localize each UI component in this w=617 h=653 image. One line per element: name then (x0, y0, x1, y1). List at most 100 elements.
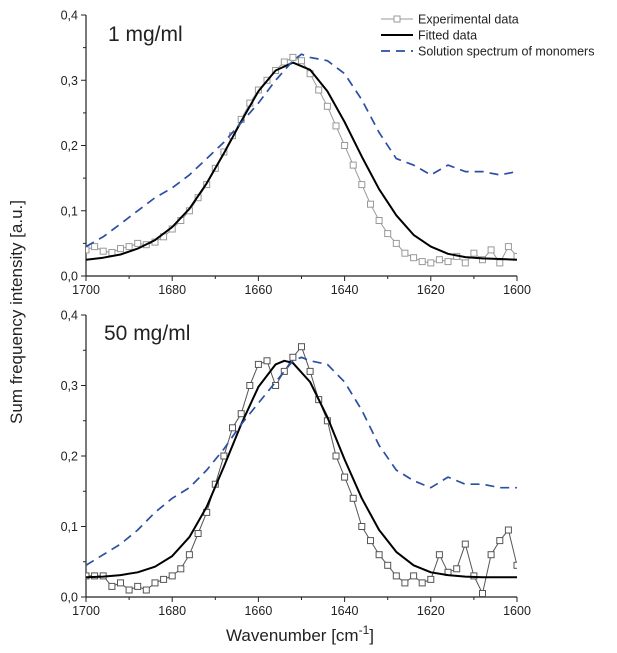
data-point-experimental (410, 572, 418, 580)
plot-area (86, 343, 517, 597)
data-point-experimental (410, 254, 418, 262)
x-tick-label: 1680 (158, 283, 186, 297)
data-point-experimental (401, 579, 409, 587)
data-point-experimental (418, 579, 426, 587)
series-line-solution (86, 53, 517, 248)
data-point-experimental (237, 410, 245, 418)
data-point-experimental (358, 181, 366, 189)
legend-label-experimental: Experimental data (418, 13, 519, 27)
data-point-experimental (375, 217, 383, 224)
data-point-experimental (384, 561, 392, 569)
data-point-experimental (384, 230, 392, 238)
x-axis-title-superscript: -1 (359, 623, 370, 637)
data-point-experimental (117, 579, 124, 587)
x-tick-label: 1620 (417, 283, 445, 297)
data-point-experimental (392, 572, 400, 580)
x-tick-label: 1700 (72, 604, 100, 618)
data-point-experimental (479, 590, 486, 597)
data-point-experimental (435, 551, 443, 559)
y-tick-label: 0,2 (61, 139, 78, 153)
data-point-experimental (504, 243, 512, 251)
data-point-experimental (306, 367, 314, 375)
data-point-experimental (513, 252, 517, 260)
legend-label-solution: Solution spectrum of monomers (418, 45, 594, 59)
data-point-experimental (496, 259, 504, 267)
panel-top-1mg: 0,0 0,1 0,2 0,3 0,4 1700 1680 1660 1640 1620 1600 1… (61, 9, 595, 298)
series-line-experimental (86, 346, 517, 594)
x-tick-label: 1660 (244, 283, 272, 297)
data-point-experimental (367, 200, 374, 208)
series-line-fitted (86, 61, 517, 261)
data-point-experimental (125, 243, 133, 251)
legend: Experimental data Fitted data Solution spe… (381, 13, 594, 59)
data-point-experimental (444, 258, 452, 266)
data-point-experimental (435, 256, 443, 264)
data-point-experimental (108, 249, 116, 256)
x-tick-label: 1680 (158, 604, 186, 618)
y-tick-label: 0,2 (61, 450, 78, 464)
data-point-experimental (86, 572, 90, 580)
data-point-experimental (418, 258, 426, 266)
series-line-fitted (86, 359, 517, 579)
x-axis-title: Wavenumber [cm-1] (226, 623, 374, 645)
data-point-experimental (99, 247, 107, 255)
data-point-experimental (134, 239, 142, 247)
data-point-experimental (367, 537, 374, 545)
data-point-experimental (392, 239, 400, 247)
data-point-experimental (461, 540, 469, 548)
data-point-experimental (91, 243, 99, 251)
data-point-experimental (160, 575, 168, 583)
data-point-experimental (298, 57, 305, 65)
data-point-experimental (496, 537, 504, 545)
series-line-experimental (86, 56, 517, 264)
x-tick-label: 1600 (503, 283, 531, 297)
x-tick-label: 1700 (72, 283, 100, 297)
data-point-experimental (349, 161, 357, 169)
legend-marker-experimental (393, 15, 401, 23)
y-tick-label: 0,0 (61, 270, 78, 284)
data-point-experimental (177, 565, 185, 573)
data-point-experimental (375, 551, 383, 559)
y-tick-label: 0,4 (61, 9, 78, 23)
data-point-experimental (315, 86, 323, 94)
data-point-experimental (461, 259, 469, 267)
panel-bottom-50mg: 0,0 0,1 0,2 0,3 0,4 1700 1680 1660 1640 1620 1600 5… (61, 309, 531, 619)
data-point-experimental (453, 565, 461, 573)
y-tick-label: 0,3 (61, 379, 78, 393)
data-point-experimental (479, 256, 486, 264)
data-point-experimental (323, 102, 331, 110)
data-point-experimental (487, 551, 495, 559)
data-point-experimental (194, 530, 202, 537)
series-line-solution (86, 356, 517, 567)
data-point-experimental (229, 424, 236, 432)
data-point-experimental (86, 246, 90, 254)
x-tick-label: 1640 (331, 604, 359, 618)
y-tick-label: 0,4 (61, 309, 78, 323)
data-point-experimental (280, 367, 288, 375)
x-axis-title-main: Wavenumber [cm (226, 626, 359, 645)
data-point-experimental (263, 357, 271, 365)
data-point-experimental (151, 579, 159, 587)
data-point-experimental (513, 561, 517, 569)
data-point-experimental (487, 246, 495, 254)
x-tick-label: 1660 (244, 604, 272, 618)
data-point-experimental (427, 575, 435, 583)
data-point-experimental (332, 452, 340, 460)
panel-label: 50 mg/ml (104, 322, 190, 345)
data-point-experimental (470, 249, 478, 257)
data-point-experimental (341, 473, 349, 481)
data-point-experimental (349, 494, 357, 502)
data-point-experimental (401, 249, 409, 257)
plot-area (86, 53, 517, 267)
data-point-experimental (185, 551, 193, 559)
panel-label: 1 mg/ml (108, 23, 183, 46)
data-point-experimental (134, 582, 142, 590)
y-tick-label: 0,3 (61, 74, 78, 88)
data-point-experimental (125, 586, 133, 594)
legend-label-fitted: Fitted data (418, 29, 477, 43)
y-tick-label: 0,0 (61, 591, 78, 605)
x-tick-label: 1600 (503, 604, 531, 618)
x-tick-label: 1620 (417, 604, 445, 618)
x-tick-label: 1640 (331, 283, 359, 297)
